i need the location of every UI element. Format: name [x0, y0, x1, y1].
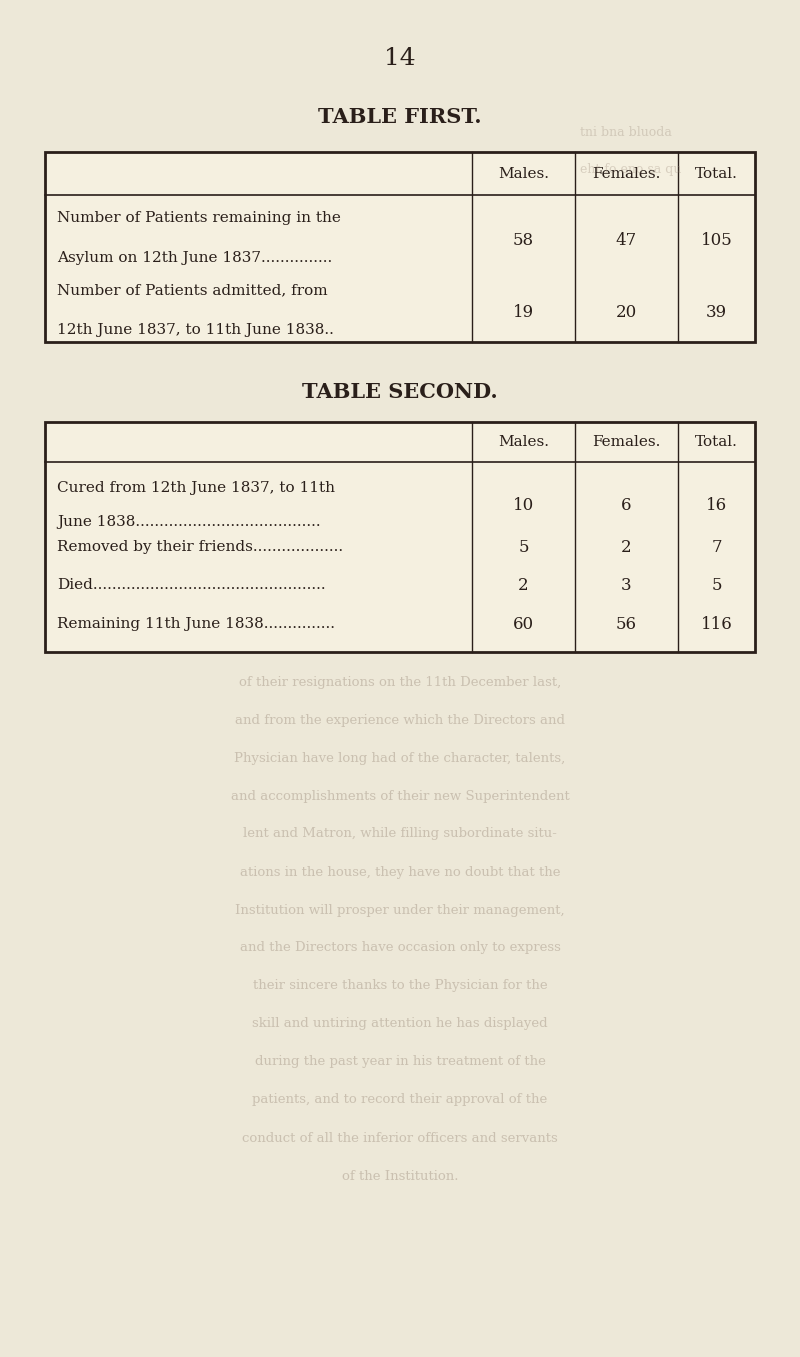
- Text: 5: 5: [518, 539, 529, 555]
- Text: Number of Patients admitted, from: Number of Patients admitted, from: [57, 284, 328, 297]
- Text: TABLE FIRST.: TABLE FIRST.: [318, 107, 482, 128]
- Text: Females.: Females.: [592, 436, 661, 449]
- Text: 5: 5: [711, 577, 722, 593]
- Text: their sincere thanks to the Physician for the: their sincere thanks to the Physician fo…: [253, 980, 547, 992]
- Text: 19: 19: [513, 304, 534, 320]
- Text: Males.: Males.: [498, 436, 549, 449]
- Text: and accomplishments of their new Superintendent: and accomplishments of their new Superin…: [230, 790, 570, 802]
- Text: 39: 39: [706, 304, 727, 320]
- Text: Removed by their friends...................: Removed by their friends................…: [57, 540, 343, 554]
- Text: 2: 2: [621, 539, 632, 555]
- Text: and from the experience which the Directors and: and from the experience which the Direct…: [235, 714, 565, 726]
- Text: 116: 116: [701, 616, 732, 632]
- Text: of their resignations on the 11th December last,: of their resignations on the 11th Decemb…: [239, 676, 561, 688]
- Text: ations in the house, they have no doubt that the: ations in the house, they have no doubt …: [240, 866, 560, 878]
- Text: 16: 16: [706, 497, 727, 513]
- Text: Remaining 11th June 1838...............: Remaining 11th June 1838...............: [57, 617, 335, 631]
- Text: June 1838.......................................: June 1838...............................…: [57, 516, 321, 529]
- Text: 47: 47: [616, 232, 637, 248]
- Text: patients, and to record their approval of the: patients, and to record their approval o…: [252, 1094, 548, 1106]
- Text: 2: 2: [518, 577, 529, 593]
- Text: tni bna bluoda: tni bna bluoda: [580, 125, 672, 138]
- Text: lent and Matron, while filling subordinate situ-: lent and Matron, while filling subordina…: [243, 828, 557, 840]
- Text: 58: 58: [513, 232, 534, 248]
- Text: and the Directors have occasion only to express: and the Directors have occasion only to …: [239, 942, 561, 954]
- Text: 20: 20: [616, 304, 637, 320]
- Text: 14: 14: [384, 47, 416, 71]
- Text: skill and untiring attention he has displayed: skill and untiring attention he has disp…: [252, 1018, 548, 1030]
- Text: Asylum on 12th June 1837...............: Asylum on 12th June 1837...............: [57, 251, 332, 265]
- Text: during the past year in his treatment of the: during the past year in his treatment of…: [254, 1056, 546, 1068]
- Text: 105: 105: [701, 232, 732, 248]
- Text: 3: 3: [621, 577, 632, 593]
- Text: 6: 6: [622, 497, 632, 513]
- Text: 10: 10: [513, 497, 534, 513]
- Text: Cured from 12th June 1837, to 11th: Cured from 12th June 1837, to 11th: [57, 480, 335, 495]
- Text: 60: 60: [513, 616, 534, 632]
- Text: TABLE SECOND.: TABLE SECOND.: [302, 383, 498, 402]
- Text: conduct of all the inferior officers and servants: conduct of all the inferior officers and…: [242, 1132, 558, 1144]
- Text: of the Institution.: of the Institution.: [342, 1170, 458, 1182]
- Text: Number of Patients remaining in the: Number of Patients remaining in the: [57, 210, 341, 225]
- Text: Physician have long had of the character, talents,: Physician have long had of the character…: [234, 752, 566, 764]
- Text: 7: 7: [711, 539, 722, 555]
- Bar: [45, 152, 755, 342]
- Text: 56: 56: [616, 616, 637, 632]
- Bar: [45, 422, 755, 651]
- Text: eht fo eno sa qu: eht fo eno sa qu: [580, 163, 682, 175]
- Text: Total.: Total.: [695, 436, 738, 449]
- Text: Females.: Females.: [592, 167, 661, 180]
- Text: Died.................................................: Died....................................…: [57, 578, 326, 592]
- Text: Institution will prosper under their management,: Institution will prosper under their man…: [235, 904, 565, 916]
- Text: 12th June 1837, to 11th June 1838..: 12th June 1837, to 11th June 1838..: [57, 323, 334, 337]
- Text: Males.: Males.: [498, 167, 549, 180]
- Text: Total.: Total.: [695, 167, 738, 180]
